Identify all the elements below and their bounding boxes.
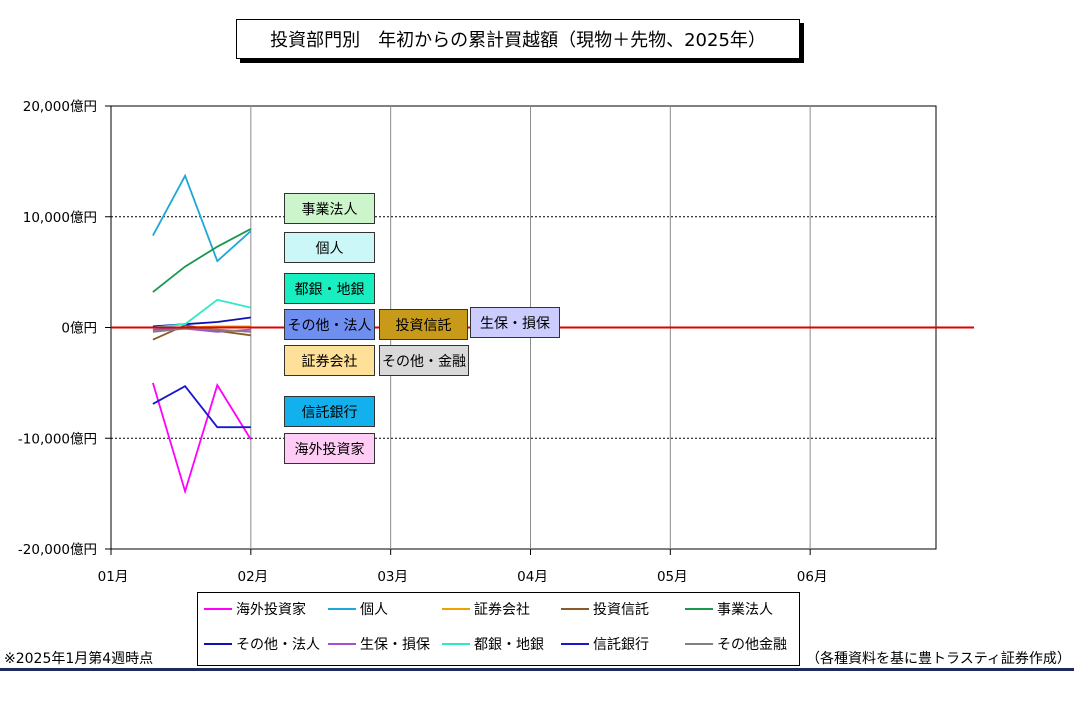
y-tick-label: -20,000億円 [18, 542, 97, 558]
legend-swatch [685, 643, 713, 645]
x-tick-label: 06月 [797, 569, 828, 585]
legend-item: その他金融 [685, 634, 787, 654]
footnote-source: （各種資料を基に豊トラスティ証券作成） [806, 651, 1071, 667]
legend-swatch [204, 608, 232, 610]
tag-toushin: 投資信託 [379, 309, 468, 340]
legend-swatch [442, 643, 470, 645]
y-tick-label: 10,000億円 [23, 210, 97, 226]
footer-bar [0, 668, 1074, 671]
legend-item: 投資信託 [561, 599, 649, 619]
chart-title: 投資部門別 年初からの累計買越額（現物＋先物、2025年） [236, 19, 800, 59]
legend-swatch [442, 608, 470, 610]
legend-label: 個人 [360, 602, 388, 618]
tag-sonota-kinyu: その他・金融 [379, 345, 469, 376]
legend-label: 信託銀行 [593, 637, 649, 653]
tag-shoken: 証券会社 [284, 345, 375, 376]
series-line-その他金融 [152, 327, 251, 333]
legend-item: 事業法人 [685, 599, 773, 619]
legend-swatch [561, 643, 589, 645]
y-tick-label: 0億円 [61, 321, 97, 337]
footnote-date: ※2025年1月第4週時点 [4, 651, 154, 667]
line-chart: 20,000億円 10,000億円 0億円 -10,000億円 -20,000億円01月… [18, 99, 974, 585]
legend-item: 生保・損保 [328, 634, 430, 654]
tag-jigyouhoujin: 事業法人 [284, 193, 375, 224]
series-line-事業法人 [152, 228, 252, 293]
legend-label: 海外投資家 [236, 602, 306, 618]
tag-kojin: 個人 [284, 232, 375, 263]
tag-shintaku: 信託銀行 [284, 396, 375, 427]
y-tick-label: 20,000億円 [23, 99, 97, 115]
legend-swatch [328, 643, 356, 645]
legend-item: 個人 [328, 599, 388, 619]
legend-label: 事業法人 [717, 602, 773, 618]
legend-item: 都銀・地銀 [442, 634, 544, 654]
legend-swatch [561, 608, 589, 610]
tag-sonota-houjin: その他・法人 [284, 309, 375, 340]
x-tick-label: 01月 [98, 569, 129, 585]
legend-swatch [328, 608, 356, 610]
legend-label: 証券会社 [474, 602, 530, 618]
legend-item: 海外投資家 [204, 599, 306, 619]
series-line-個人 [152, 173, 252, 263]
tag-kaigai: 海外投資家 [284, 433, 375, 464]
tag-seiho-sonpo: 生保・損保 [470, 307, 560, 338]
legend-swatch [685, 608, 713, 610]
series-line-都銀・地銀 [152, 298, 252, 329]
x-tick-label: 05月 [657, 569, 688, 585]
legend-label: 都銀・地銀 [474, 637, 544, 653]
legend-label: その他金融 [717, 637, 787, 653]
legend-swatch [204, 643, 232, 645]
legend-item: 信託銀行 [561, 634, 649, 654]
legend-label: 投資信託 [593, 602, 649, 618]
x-tick-label: 03月 [377, 569, 408, 585]
x-tick-label: 04月 [517, 569, 548, 585]
legend-item: その他・法人 [204, 634, 320, 654]
tag-togin-chigin: 都銀・地銀 [284, 273, 375, 304]
series-line-海外投資家 [152, 382, 252, 495]
legend-item: 証券会社 [442, 599, 530, 619]
legend-label: その他・法人 [236, 637, 320, 653]
legend-label: 生保・損保 [360, 637, 430, 653]
y-tick-label: -10,000億円 [18, 431, 97, 447]
series-line-信託銀行 [152, 385, 251, 429]
legend: 海外投資家 個人 証券会社 投資信託 事業法人その他・法人 生保・損保 都銀・地銀 信託銀行 そ… [197, 592, 800, 666]
x-tick-label: 02月 [237, 569, 268, 585]
